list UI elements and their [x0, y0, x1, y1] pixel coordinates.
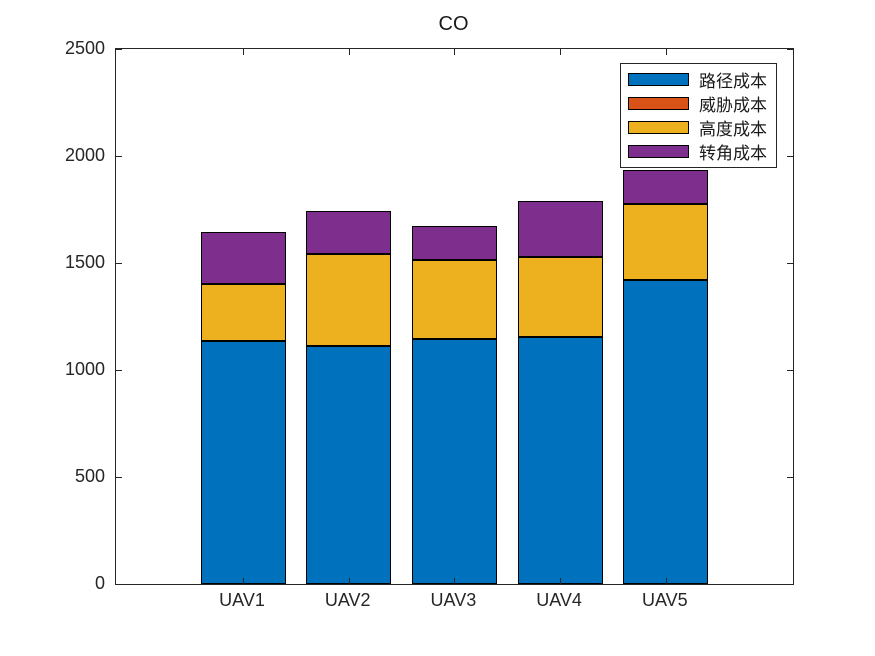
y-tick-label: 500 [74, 466, 105, 486]
legend-label: 威胁成本 [699, 95, 767, 115]
x-tick [348, 578, 350, 584]
x-tick-label: UAV1 [219, 590, 265, 610]
x-tick-label: UAV3 [430, 590, 477, 610]
legend-item-threat-cost: 威胁成本 [621, 92, 776, 115]
y-tick [116, 263, 122, 264]
y-tick [116, 584, 122, 585]
y-tick [787, 584, 793, 585]
x-tick [665, 49, 667, 55]
x-tick [454, 49, 456, 55]
x-tick [454, 578, 456, 584]
bar-segment [306, 210, 392, 255]
x-tick [243, 49, 244, 55]
y-tick [787, 156, 793, 157]
y-tick-label: 1500 [64, 252, 105, 272]
chart-title: CO [438, 13, 469, 35]
bar-segment [517, 256, 603, 337]
x-tick-label: UAV5 [641, 590, 688, 610]
bar-segment [306, 346, 392, 584]
legend-label: 转角成本 [699, 144, 767, 164]
x-tick [243, 578, 244, 584]
x-tick [348, 49, 350, 55]
bar-segment [517, 336, 603, 584]
legend-label: 路径成本 [699, 71, 767, 91]
bar-segment [411, 338, 497, 584]
x-tick [560, 578, 562, 584]
x-tick [560, 49, 562, 55]
legend-swatch-path-cost [628, 72, 689, 86]
bar-segment [411, 259, 497, 339]
y-tick [116, 477, 122, 478]
bar-segment [623, 280, 709, 584]
bar-segment [200, 231, 286, 285]
bar-segment [200, 284, 286, 342]
legend-swatch-height-cost [628, 121, 689, 135]
legend: 路径成本 威胁成本 高度成本 转角成本 [620, 63, 777, 168]
legend-item-turn-cost: 转角成本 [621, 141, 776, 163]
y-tick-label: 2000 [64, 145, 105, 165]
x-tick-label: UAV4 [536, 590, 582, 610]
bar-segment [306, 254, 392, 347]
y-tick [116, 49, 122, 50]
y-tick [116, 156, 122, 157]
legend-label: 高度成本 [699, 120, 767, 140]
y-tick-label: 1000 [64, 359, 105, 379]
bar-segment [623, 204, 709, 281]
legend-swatch-threat-cost [628, 96, 689, 110]
bar-segment [517, 200, 603, 257]
y-tick [787, 370, 793, 371]
y-tick [787, 477, 793, 478]
y-tick [116, 370, 122, 371]
legend-item-path-cost: 路径成本 [621, 68, 776, 91]
x-tick-label: UAV2 [324, 590, 371, 610]
y-tick-label: 2500 [64, 38, 105, 58]
legend-swatch-turn-cost [628, 145, 689, 159]
bar-segment [200, 341, 286, 584]
y-tick-label: 0 [94, 573, 105, 593]
legend-item-height-cost: 高度成本 [621, 117, 776, 139]
x-tick [665, 578, 667, 584]
y-tick [787, 263, 793, 264]
bar-segment [623, 169, 709, 205]
y-tick [787, 49, 793, 50]
bar-segment [411, 225, 497, 260]
